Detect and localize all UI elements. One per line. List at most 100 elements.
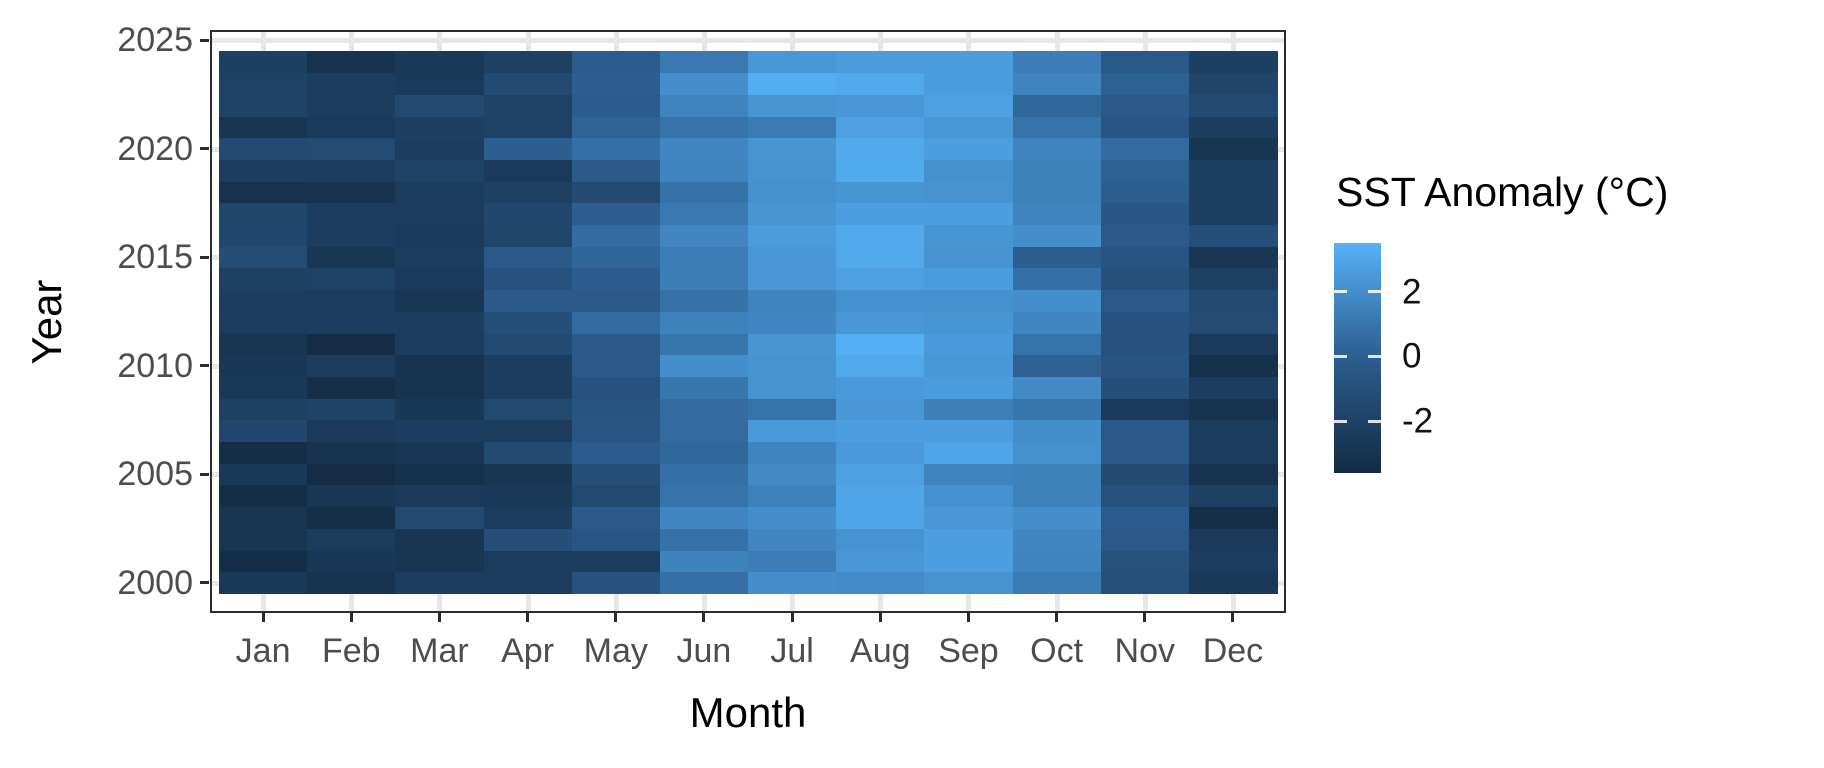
legend-tick-label: 0 bbox=[1402, 336, 1422, 376]
heatmap-cell bbox=[307, 115, 396, 139]
heatmap-cell bbox=[924, 94, 1014, 117]
heatmap-cell bbox=[1188, 549, 1278, 573]
heatmap-cell bbox=[395, 224, 485, 247]
heatmap-cell bbox=[219, 354, 308, 377]
heatmap-cell bbox=[483, 224, 573, 247]
heatmap-cell bbox=[1100, 202, 1190, 226]
heatmap-cell bbox=[219, 506, 308, 529]
heatmap-cell bbox=[748, 137, 837, 160]
heatmap-cell bbox=[924, 332, 1014, 356]
heatmap-cell bbox=[1012, 202, 1102, 226]
heatmap-cell bbox=[307, 50, 396, 74]
heatmap-cell bbox=[483, 72, 573, 95]
heatmap-cell bbox=[659, 94, 749, 117]
heatmap-cell bbox=[395, 441, 485, 464]
heatmap-cell bbox=[836, 484, 925, 508]
heatmap-cell bbox=[659, 246, 749, 269]
heatmap-cell bbox=[659, 549, 749, 573]
heatmap-cell bbox=[483, 311, 573, 334]
heatmap-cell bbox=[1012, 50, 1102, 74]
heatmap-cell bbox=[659, 506, 749, 529]
heatmap-cell bbox=[307, 354, 396, 377]
heatmap-cell bbox=[924, 72, 1014, 95]
heatmap-cell bbox=[836, 419, 925, 443]
heatmap-cell bbox=[659, 376, 749, 399]
heatmap-cell bbox=[1188, 115, 1278, 139]
heatmap-cell bbox=[483, 159, 573, 182]
heatmap-cell bbox=[219, 267, 308, 291]
heatmap-cell bbox=[483, 398, 573, 421]
heatmap-cell bbox=[1188, 332, 1278, 356]
heatmap-cell bbox=[1100, 159, 1190, 182]
heatmap-cell bbox=[1012, 267, 1102, 291]
heatmap-cell bbox=[836, 463, 925, 486]
x-tick-label: Nov bbox=[1114, 632, 1176, 670]
heatmap-cell bbox=[219, 484, 308, 508]
heatmap-cell bbox=[924, 463, 1014, 486]
heatmap-cell bbox=[924, 484, 1014, 508]
heatmap-cell bbox=[307, 94, 396, 117]
legend-tick-mark bbox=[1368, 354, 1381, 358]
heatmap-cell bbox=[395, 484, 485, 508]
heatmap-cell bbox=[219, 398, 308, 421]
heatmap-cell bbox=[659, 463, 749, 486]
heatmap-cell bbox=[1188, 246, 1278, 269]
heatmap-cell bbox=[219, 159, 308, 182]
heatmap-cell bbox=[748, 463, 837, 486]
legend-colorbar bbox=[1334, 243, 1381, 473]
heatmap-cell bbox=[924, 441, 1014, 464]
heatmap-cell bbox=[307, 398, 396, 421]
heatmap-cell bbox=[1100, 419, 1190, 443]
legend-tick-mark bbox=[1368, 290, 1381, 294]
heatmap-cell bbox=[836, 94, 925, 117]
heatmap-cell bbox=[571, 202, 661, 226]
x-tick-mark bbox=[349, 613, 353, 622]
heatmap-cell bbox=[659, 289, 749, 312]
heatmap-cell bbox=[395, 50, 485, 74]
heatmap-cell bbox=[395, 137, 485, 160]
heatmap-cell bbox=[1188, 441, 1278, 464]
heatmap-cell bbox=[748, 441, 837, 464]
heatmap-cell bbox=[571, 419, 661, 443]
heatmap-cell bbox=[924, 246, 1014, 269]
x-axis-title: Month bbox=[689, 689, 807, 736]
heatmap-cell bbox=[219, 528, 308, 551]
heatmap-cell bbox=[483, 181, 573, 204]
heatmap-cell bbox=[748, 398, 837, 421]
heatmap-cell bbox=[307, 419, 396, 443]
x-tick-mark bbox=[261, 613, 265, 622]
heatmap-cell bbox=[836, 332, 925, 356]
heatmap-cell bbox=[1100, 398, 1190, 421]
heatmap-cell bbox=[307, 376, 396, 399]
heatmap-cell bbox=[1188, 419, 1278, 443]
x-tick-mark bbox=[1055, 613, 1059, 622]
heatmap-cell bbox=[1012, 181, 1102, 204]
legend-tick-mark bbox=[1368, 419, 1381, 423]
heatmap-cell bbox=[219, 94, 308, 117]
heatmap-cell bbox=[924, 224, 1014, 247]
y-tick-label: 2025 bbox=[117, 21, 193, 59]
heatmap-cell bbox=[395, 549, 485, 573]
heatmap-cell bbox=[483, 441, 573, 464]
heatmap-cell bbox=[219, 463, 308, 486]
heatmap-cell bbox=[307, 484, 396, 508]
heatmap-cell bbox=[836, 376, 925, 399]
heatmap-cell bbox=[748, 419, 837, 443]
x-tick-mark bbox=[1231, 613, 1235, 622]
heatmap-cell bbox=[1188, 94, 1278, 117]
heatmap-cell bbox=[924, 376, 1014, 399]
heatmap-cell bbox=[1012, 224, 1102, 247]
heatmap-cell bbox=[483, 94, 573, 117]
legend-title: SST Anomaly (°C) bbox=[1336, 169, 1669, 215]
heatmap-cell bbox=[219, 571, 308, 594]
heatmap-cell bbox=[307, 267, 396, 291]
heatmap-cell bbox=[1188, 506, 1278, 529]
heatmap-cell bbox=[748, 528, 837, 551]
heatmap-cell bbox=[748, 354, 837, 377]
heatmap-cell bbox=[483, 202, 573, 226]
heatmap-cell bbox=[924, 311, 1014, 334]
heatmap-cell bbox=[659, 115, 749, 139]
y-tick-mark bbox=[200, 472, 209, 476]
heatmap-cell bbox=[483, 463, 573, 486]
heatmap-cell bbox=[395, 506, 485, 529]
